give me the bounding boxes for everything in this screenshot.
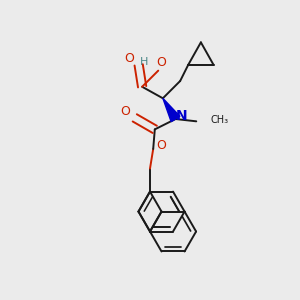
Text: H: H: [140, 57, 148, 67]
Text: O: O: [156, 139, 166, 152]
Text: O: O: [124, 52, 134, 65]
Text: O: O: [120, 105, 130, 118]
Text: O: O: [157, 56, 166, 69]
Polygon shape: [163, 98, 180, 122]
Text: N: N: [176, 109, 187, 123]
Text: CH₃: CH₃: [211, 115, 229, 125]
